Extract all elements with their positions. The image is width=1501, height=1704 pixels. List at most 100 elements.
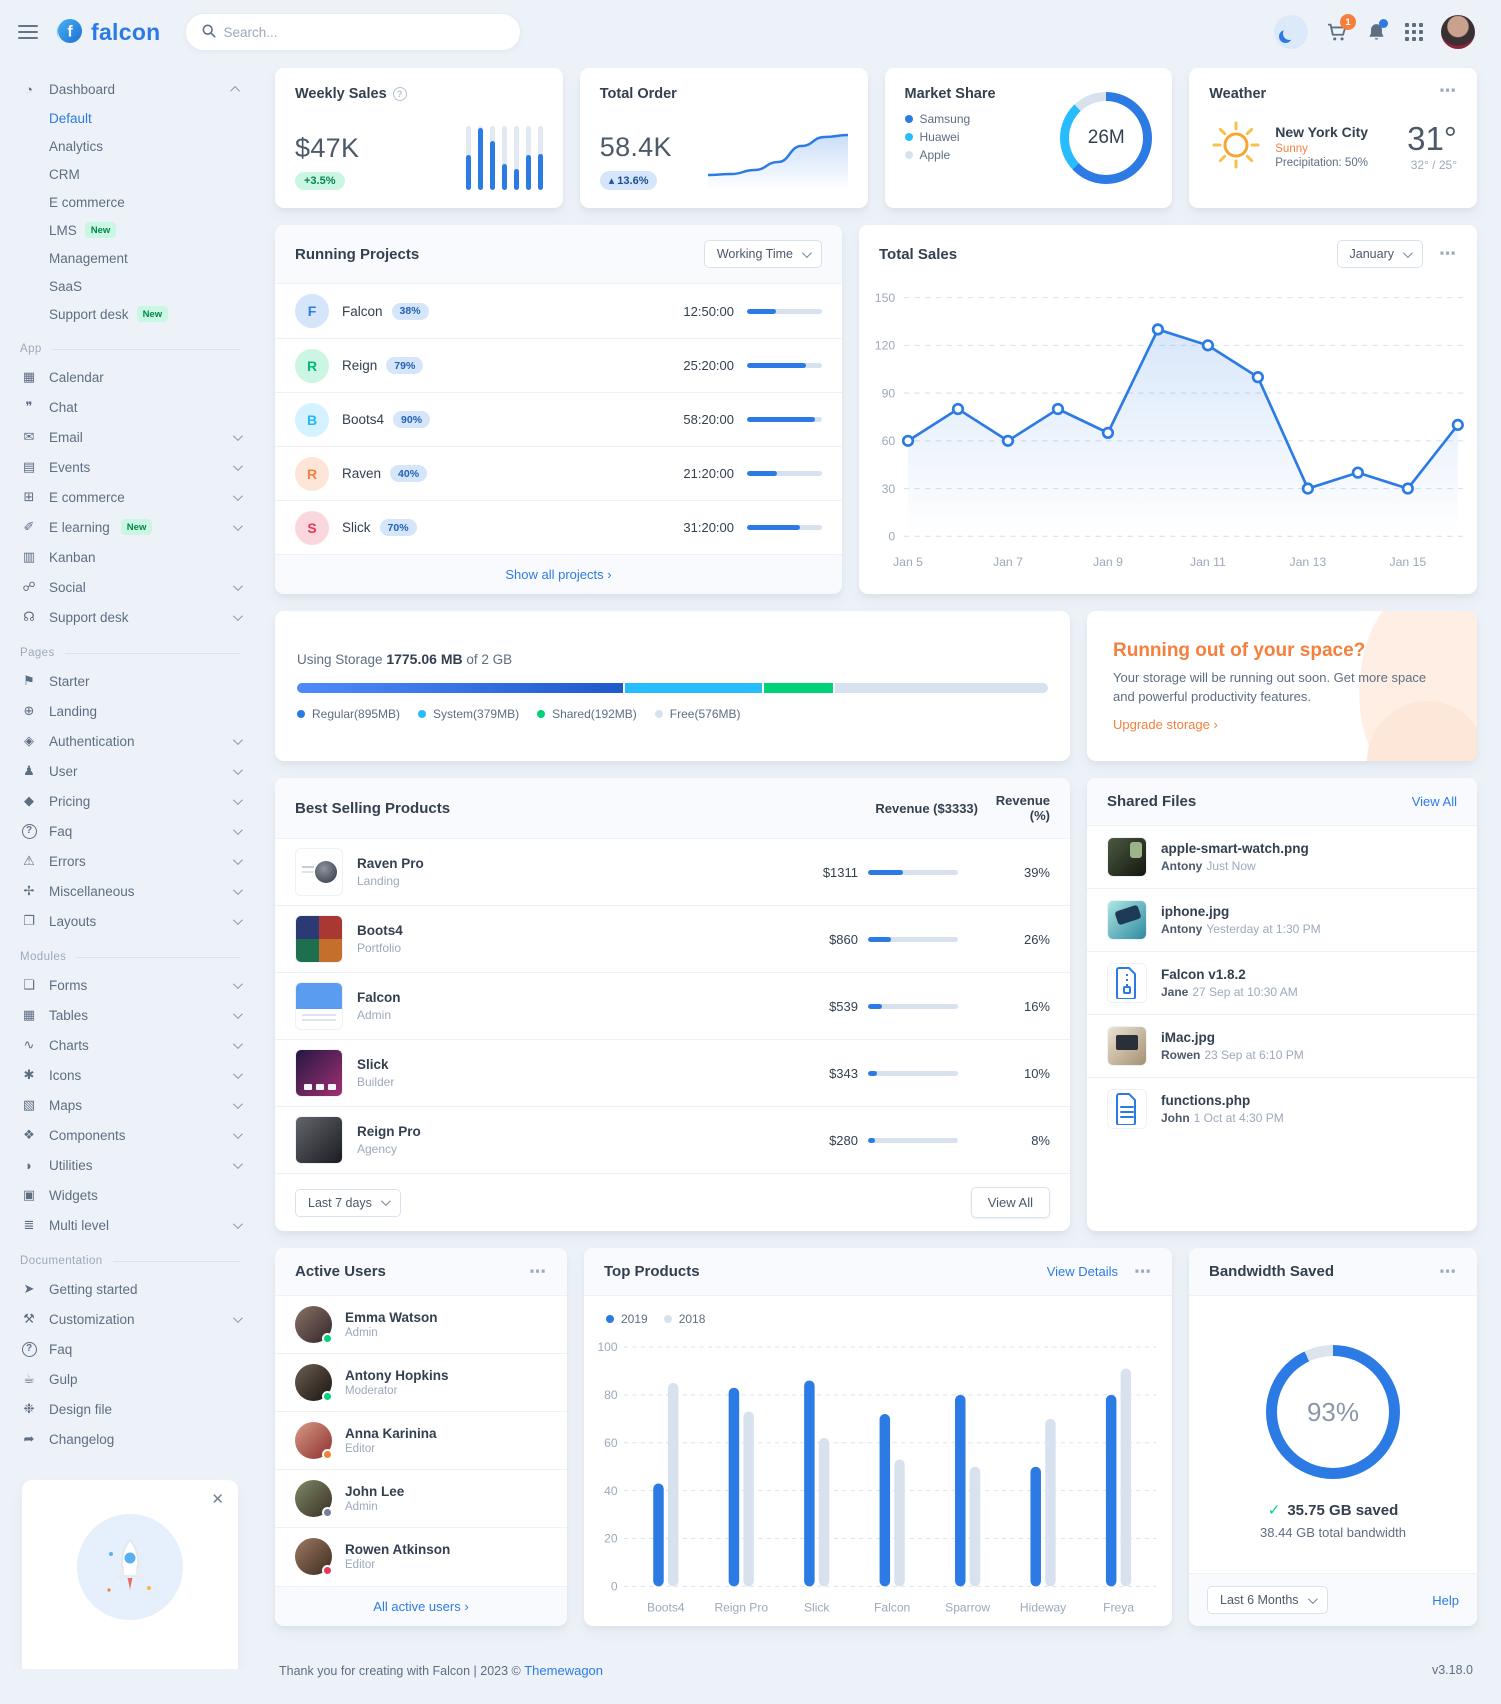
file-name[interactable]: iphone.jpg	[1161, 904, 1230, 919]
sidebar-subitem-lms[interactable]: LMS New	[49, 216, 240, 244]
sidebar-item-e-learning[interactable]: ✐ E learning New	[20, 512, 243, 542]
sidebar-item-forms[interactable]: ❏ Forms	[20, 970, 243, 1000]
file-name[interactable]: apple-smart-watch.png	[1161, 841, 1309, 856]
project-row-reign[interactable]: R Reign 79% 25:20:00	[275, 338, 842, 392]
product-name[interactable]: Slick	[357, 1057, 389, 1072]
sidebar-subitem-e-commerce[interactable]: E commerce	[49, 188, 240, 216]
product-name[interactable]: Boots4	[357, 923, 403, 938]
file-name[interactable]: Falcon v1.8.2	[1161, 967, 1246, 982]
date-range-select[interactable]: Last 7 days	[295, 1188, 401, 1217]
sidebar-subitem-default[interactable]: Default	[49, 104, 240, 132]
ellipsis-menu-icon[interactable]: ⋯	[529, 1261, 547, 1281]
file-row-apple-smart-watch-png[interactable]: apple-smart-watch.png Antony Just Now	[1087, 826, 1477, 888]
sidebar-item-tables[interactable]: ▦ Tables	[20, 1000, 243, 1030]
view-details-link[interactable]: View Details	[1046, 1264, 1118, 1279]
sidebar-item-components[interactable]: ❖ Components	[20, 1120, 243, 1150]
project-row-boots4[interactable]: B Boots4 90% 58:20:00	[275, 392, 842, 446]
notifications-button[interactable]	[1366, 18, 1388, 43]
user-row-anna-karinina[interactable]: Anna Karinina Editor	[275, 1411, 567, 1469]
dark-mode-toggle[interactable]	[1274, 15, 1308, 49]
bandwidth-range-select[interactable]: Last 6 Months	[1207, 1586, 1328, 1615]
file-row-functions-php[interactable]: functions.php John 1 Oct at 4:30 PM	[1087, 1077, 1477, 1140]
ellipsis-menu-icon[interactable]: ⋯	[1439, 81, 1457, 100]
project-name[interactable]: Slick	[342, 520, 371, 535]
sidebar-item-e-commerce[interactable]: ⊞ E commerce	[20, 482, 243, 512]
product-name[interactable]: Raven Pro	[357, 856, 424, 871]
user-name[interactable]: Emma Watson	[345, 1310, 438, 1325]
cart-button[interactable]: 1	[1326, 14, 1356, 43]
sidebar-item-kanban[interactable]: ▥ Kanban	[20, 542, 240, 572]
user-name[interactable]: Anna Karinina	[345, 1426, 437, 1441]
info-icon[interactable]: ?	[392, 87, 407, 101]
working-time-select[interactable]: Working Time	[703, 240, 822, 268]
sidebar-subitem-management[interactable]: Management	[49, 244, 240, 272]
sidebar-item-icons[interactable]: ✱ Icons	[20, 1060, 243, 1090]
search-box[interactable]	[184, 13, 521, 51]
user-row-emma-watson[interactable]: Emma Watson Admin	[275, 1296, 567, 1353]
user-name[interactable]: Rowen Atkinson	[345, 1542, 451, 1557]
sidebar-item-widgets[interactable]: ▣ Widgets	[20, 1180, 240, 1210]
search-input[interactable]	[223, 24, 504, 40]
sidebar-item-user[interactable]: ♟ User	[20, 756, 243, 786]
menu-toggle-icon[interactable]	[18, 21, 38, 43]
view-all-button[interactable]: View All	[970, 1187, 1050, 1218]
sidebar-item-starter[interactable]: ⚑ Starter	[20, 666, 240, 696]
sidebar-item-charts[interactable]: ∿ Charts	[20, 1030, 243, 1060]
project-row-slick[interactable]: S Slick 70% 31:20:00	[275, 500, 842, 554]
show-all-projects-link[interactable]: Show all projects ›	[275, 554, 842, 594]
sidebar-item-getting-started[interactable]: ➤ Getting started	[20, 1274, 240, 1304]
user-row-antony-hopkins[interactable]: Antony Hopkins Moderator	[275, 1353, 567, 1411]
themewagon-link[interactable]: Themewagon	[524, 1663, 604, 1679]
ellipsis-menu-icon[interactable]: ⋯	[1439, 244, 1457, 263]
sidebar-item-social[interactable]: ☍ Social	[20, 572, 243, 602]
sidebar-item-landing[interactable]: ⊕ Landing	[20, 696, 240, 726]
file-name[interactable]: iMac.jpg	[1161, 1030, 1216, 1045]
sidebar-item-events[interactable]: ▤ Events	[20, 452, 243, 482]
file-name[interactable]: functions.php	[1161, 1093, 1251, 1108]
sidebar-item-errors[interactable]: ⚠ Errors	[20, 846, 243, 876]
sidebar-subitem-crm[interactable]: CRM	[49, 160, 240, 188]
sidebar-subitem-saas[interactable]: SaaS	[49, 272, 240, 300]
user-name[interactable]: Antony Hopkins	[345, 1368, 449, 1383]
project-name[interactable]: Raven	[342, 466, 382, 481]
product-name[interactable]: Reign Pro	[357, 1124, 421, 1139]
sidebar-item-dashboard[interactable]: ◔ Dashboard	[20, 74, 241, 104]
sidebar-item-support-desk[interactable]: ☊ Support desk	[20, 602, 243, 632]
logo[interactable]: f falcon	[52, 15, 161, 50]
sidebar-item-chat[interactable]: ❞ Chat	[20, 392, 240, 422]
sidebar-item-utilities[interactable]: ◗ Utilities	[20, 1150, 243, 1180]
sidebar-item-layouts[interactable]: ❐ Layouts	[20, 906, 243, 936]
sidebar-item-multi-level[interactable]: ≣ Multi level	[20, 1210, 243, 1240]
sidebar-item-calendar[interactable]: ▦ Calendar	[20, 362, 240, 392]
sidebar-item-authentication[interactable]: ◈ Authentication	[20, 726, 243, 756]
sidebar-item-faq[interactable]: ? Faq	[20, 816, 243, 846]
project-row-raven[interactable]: R Raven 40% 21:20:00	[275, 446, 842, 500]
user-avatar[interactable]	[1441, 15, 1475, 49]
sidebar-item-design-file[interactable]: ❉ Design file	[20, 1394, 240, 1424]
upgrade-storage-link[interactable]: Upgrade storage ›	[1113, 716, 1218, 732]
sidebar-item-email[interactable]: ✉ Email	[20, 422, 243, 452]
help-link[interactable]: Help	[1432, 1592, 1459, 1608]
file-row-falcon-v1-8-2[interactable]: Falcon v1.8.2 Jane 27 Sep at 10:30 AM	[1087, 951, 1477, 1014]
sidebar-item-changelog[interactable]: ➦ Changelog	[20, 1424, 240, 1454]
file-row-imac-jpg[interactable]: iMac.jpg Rowen 23 Sep at 6:10 PM	[1087, 1014, 1477, 1077]
project-row-falcon[interactable]: F Falcon 38% 12:50:00	[275, 284, 842, 338]
ellipsis-menu-icon[interactable]: ⋯	[1439, 1261, 1457, 1281]
project-name[interactable]: Falcon	[342, 303, 383, 319]
user-name[interactable]: John Lee	[345, 1484, 405, 1499]
user-row-john-lee[interactable]: John Lee Admin	[275, 1469, 567, 1527]
user-row-rowen-atkinson[interactable]: Rowen Atkinson Editor	[275, 1527, 567, 1585]
month-select[interactable]: January	[1336, 240, 1423, 268]
ellipsis-menu-icon[interactable]: ⋯	[1134, 1261, 1152, 1281]
close-icon[interactable]: ✕	[211, 1491, 224, 1508]
view-all-files-link[interactable]: View All	[1411, 794, 1457, 809]
sidebar-item-gulp[interactable]: ☕ Gulp	[20, 1364, 240, 1394]
sidebar-item-faq-doc[interactable]: ? Faq	[20, 1334, 240, 1364]
sidebar-item-customization[interactable]: ⚒ Customization	[20, 1304, 243, 1334]
sidebar-item-miscellaneous[interactable]: ✢ Miscellaneous	[20, 876, 243, 906]
sidebar-item-maps[interactable]: ▧ Maps	[20, 1090, 243, 1120]
product-name[interactable]: Falcon	[357, 990, 401, 1005]
sidebar-subitem-analytics[interactable]: Analytics	[49, 132, 240, 160]
apps-grid-icon[interactable]	[1405, 23, 1423, 41]
project-name[interactable]: Boots4	[342, 412, 385, 427]
